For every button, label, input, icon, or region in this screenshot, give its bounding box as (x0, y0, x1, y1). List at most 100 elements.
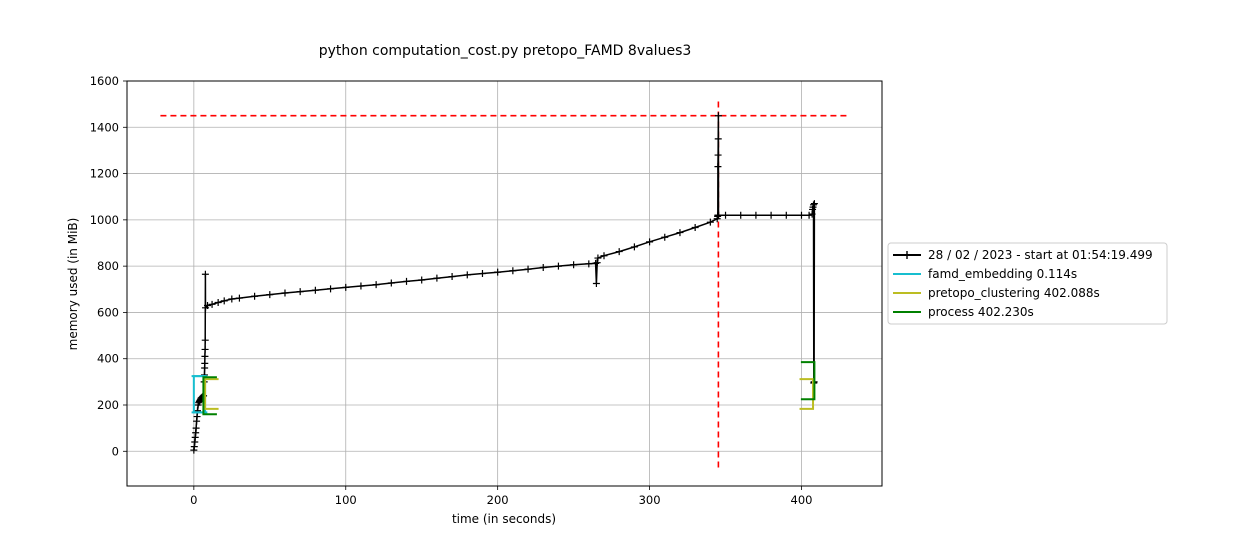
bracket-end (799, 378, 815, 410)
memory-point-marker (594, 254, 602, 262)
function-bracket (202, 361, 816, 416)
memory-point-marker (809, 201, 817, 209)
memory-point-marker (311, 286, 319, 294)
memory-point-marker (646, 238, 654, 246)
legend-label: famd_embedding 0.114s (928, 267, 1077, 281)
memory-point-marker (418, 276, 426, 284)
memory-point-marker (615, 248, 623, 256)
memory-point-marker (201, 270, 209, 278)
annotation-lines (160, 99, 848, 468)
memory-point-marker (220, 297, 228, 305)
memory-point-marker (714, 163, 722, 171)
bracket-start (204, 378, 219, 410)
y-tick-label: 1600 (90, 74, 119, 88)
memory-point-marker (201, 359, 209, 367)
memory-point-marker (433, 274, 441, 282)
memory-point-marker (782, 211, 790, 219)
memory-point-marker (691, 223, 699, 231)
memory-point-marker (204, 301, 212, 309)
legend-label: process 402.230s (928, 305, 1034, 319)
memory-point-marker (810, 200, 818, 208)
memory-point-marker (593, 259, 601, 267)
legend-frame (887, 242, 1168, 325)
memory-point-marker (201, 352, 209, 360)
memory-point-marker (570, 261, 578, 269)
memory-point-marker (737, 211, 745, 219)
y-tick-label: 1400 (90, 120, 119, 134)
memory-point-marker (600, 252, 608, 260)
chart-title: python computation_cost.py pretopo_FAMD … (319, 43, 692, 59)
memory-point-marker (676, 229, 684, 237)
memory-point-marker (554, 262, 562, 270)
memory-point-marker (327, 285, 335, 293)
memory-point-marker (661, 233, 669, 241)
plot-area (126, 80, 883, 487)
memory-point-marker (214, 298, 222, 306)
memory-point-marker (715, 211, 723, 219)
memory-point-marker (592, 259, 600, 267)
legend-item: pretopo_clustering 402.088s (893, 286, 1100, 300)
memory-point-marker (767, 211, 775, 219)
memory-point-marker (251, 292, 259, 300)
memory-point-marker (372, 281, 380, 289)
memory-point-marker (387, 279, 395, 287)
memory-point-marker (752, 211, 760, 219)
memory-point-marker (448, 273, 456, 281)
memory-point-marker (342, 283, 350, 291)
memory-point-marker (192, 424, 200, 432)
legend-marker (903, 251, 911, 259)
y-tick-label: 1200 (90, 167, 119, 181)
y-tick-label: 0 (112, 444, 119, 458)
memory-point-marker (714, 112, 722, 120)
memory-point-marker (494, 268, 502, 276)
memory-usage-line (193, 115, 816, 451)
y-axis-label: memory used (in MiB) (66, 218, 80, 351)
memory-point-marker (706, 218, 714, 226)
memory-point-marker (478, 270, 486, 278)
y-tick-label: 600 (97, 305, 119, 319)
legend: 28 / 02 / 2023 - start at 01:54:19.499 fa… (887, 242, 1168, 325)
memory-point-marker (235, 294, 243, 302)
legend-label: 28 / 02 / 2023 - start at 01:54:19.499 (928, 248, 1153, 262)
memory-point-marker (630, 243, 638, 251)
memory-point-marker (208, 300, 216, 308)
memory-point-marker (463, 271, 471, 279)
legend-label: pretopo_clustering 402.088s (928, 286, 1100, 300)
memory-point-marker (509, 267, 517, 275)
x-tick-label: 0 (190, 493, 197, 507)
x-tick-label: 400 (791, 493, 813, 507)
memory-point-marker (714, 151, 722, 159)
y-tick-label: 800 (97, 259, 119, 273)
memory-point-marker (797, 211, 805, 219)
x-axis-label: time (in seconds) (452, 512, 556, 526)
memory-point-marker (539, 264, 547, 272)
y-tick-label: 400 (97, 352, 119, 366)
memory-point-marker (585, 260, 593, 268)
memory-point-marker (722, 211, 730, 219)
x-tick-label: 100 (335, 493, 357, 507)
function-bracket (204, 378, 815, 410)
memory-point-marker (266, 291, 274, 299)
memory-point-marker (524, 265, 532, 273)
memory-point-marker (357, 282, 365, 290)
series-layer (190, 112, 818, 454)
grid (127, 80, 882, 486)
legend-item: process 402.230s (893, 305, 1034, 319)
x-tick-label: 200 (487, 493, 509, 507)
x-tick-label: 300 (639, 493, 661, 507)
legend-item: 28 / 02 / 2023 - start at 01:54:19.499 (893, 248, 1153, 262)
memory-point-marker (201, 336, 209, 344)
bracket-start (202, 376, 217, 416)
y-tick-label: 1000 (90, 213, 119, 227)
memory-point-marker (201, 345, 209, 353)
memory-point-marker (403, 277, 411, 285)
legend-item: famd_embedding 0.114s (893, 267, 1077, 281)
memory-point-marker (296, 288, 304, 296)
bracket-end (800, 361, 816, 401)
memory-point-marker (228, 295, 236, 303)
memory-point-marker (592, 280, 600, 287)
x-axis-ticks: 0 100 200 300 400 (190, 486, 812, 507)
y-axis-ticks: 0 200 400 600 800 1000 1200 1400 1600 (90, 74, 127, 458)
memory-point-marker (714, 135, 722, 143)
